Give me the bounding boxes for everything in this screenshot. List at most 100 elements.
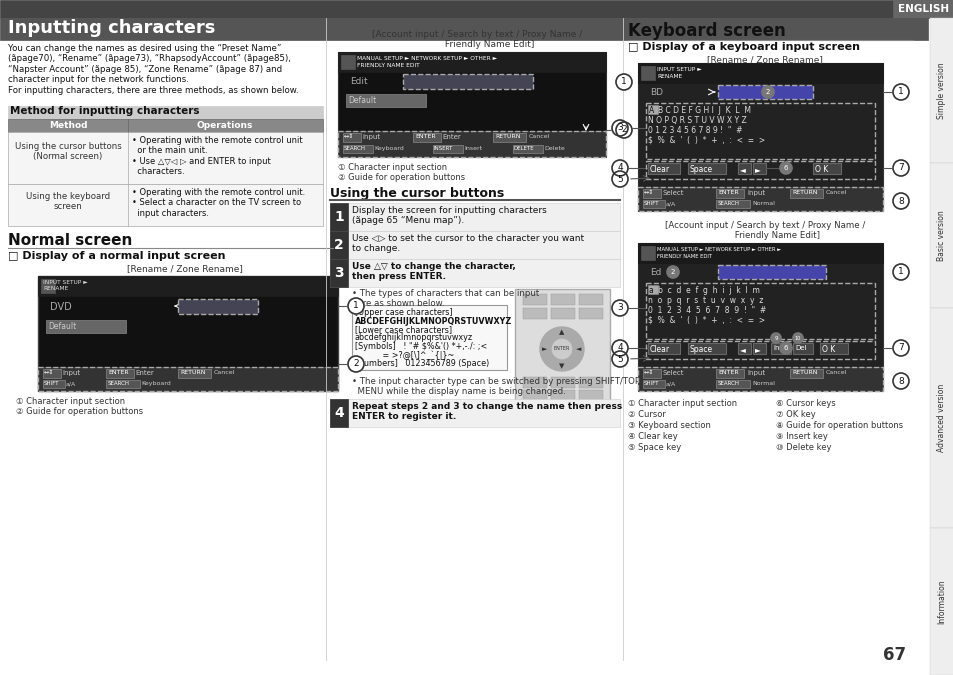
Circle shape xyxy=(616,122,631,138)
Circle shape xyxy=(539,327,583,371)
Text: B C D E F G H I  J  K  L  M: B C D E F G H I J K L M xyxy=(658,106,750,115)
Text: a/A: a/A xyxy=(66,381,76,386)
Bar xyxy=(343,145,373,153)
Text: Using the cursor buttons
(Normal screen): Using the cursor buttons (Normal screen) xyxy=(14,142,121,161)
Bar xyxy=(0,0,953,18)
Text: SEARCH: SEARCH xyxy=(108,381,130,386)
Text: DVD: DVD xyxy=(180,301,201,311)
Bar xyxy=(642,200,664,208)
Text: 6: 6 xyxy=(783,345,787,351)
Bar xyxy=(738,163,750,174)
Bar xyxy=(578,377,602,388)
Text: □ Display of a keyboard input screen: □ Display of a keyboard input screen xyxy=(627,42,859,52)
Text: $  %  &  '  (  )  *  +  ,  :  <  =  >: $ % & ' ( ) * + , : < = > xyxy=(647,316,764,325)
Circle shape xyxy=(780,162,791,174)
Text: □ Display of a normal input screen: □ Display of a normal input screen xyxy=(8,251,225,261)
Text: ③ Keyboard section: ③ Keyboard section xyxy=(627,421,710,430)
Bar xyxy=(687,163,725,174)
Bar xyxy=(352,305,506,370)
Bar xyxy=(578,390,602,401)
Bar xyxy=(716,200,749,208)
Text: Using the cursor buttons: Using the cursor buttons xyxy=(330,187,504,200)
Circle shape xyxy=(612,300,627,316)
Bar xyxy=(522,294,546,305)
Text: O K: O K xyxy=(821,345,835,354)
Bar xyxy=(337,52,605,157)
Text: a/A: a/A xyxy=(665,201,676,206)
Text: Operations: Operations xyxy=(196,121,253,130)
Text: Insert: Insert xyxy=(463,146,481,151)
Bar xyxy=(330,399,619,427)
Text: 4: 4 xyxy=(617,344,622,352)
Text: Default: Default xyxy=(348,96,375,105)
Text: Normal: Normal xyxy=(751,201,774,206)
Text: [Rename / Zone Rename]: [Rename / Zone Rename] xyxy=(127,264,243,273)
Text: BD: BD xyxy=(720,88,733,97)
Bar xyxy=(892,0,953,18)
Bar xyxy=(38,276,337,296)
Bar xyxy=(413,133,440,142)
Bar xyxy=(716,380,749,388)
Text: 2: 2 xyxy=(620,126,626,134)
Bar xyxy=(515,289,609,414)
Text: Select: Select xyxy=(662,190,684,196)
Circle shape xyxy=(612,171,627,187)
Text: Basic version: Basic version xyxy=(937,210,945,261)
Text: Using the keyboard
screen: Using the keyboard screen xyxy=(26,192,110,211)
Circle shape xyxy=(892,264,908,280)
Text: ◄: ◄ xyxy=(740,165,745,174)
Text: ④ Clear key: ④ Clear key xyxy=(627,432,677,441)
Text: ENTER: ENTER xyxy=(415,134,436,139)
Bar xyxy=(640,246,655,260)
Text: ⑥ Cursor keys: ⑥ Cursor keys xyxy=(775,399,835,408)
Bar xyxy=(642,369,660,378)
Bar xyxy=(789,189,822,198)
Circle shape xyxy=(761,86,773,98)
Bar xyxy=(647,163,679,174)
Text: ⑦ OK key: ⑦ OK key xyxy=(775,410,815,419)
Text: ENTER: ENTER xyxy=(718,370,738,375)
Text: 2: 2 xyxy=(670,269,675,275)
Bar xyxy=(343,133,360,142)
Text: SHIFT: SHIFT xyxy=(643,201,659,206)
Text: ENTER: ENTER xyxy=(554,346,570,352)
Bar xyxy=(718,265,825,279)
Text: ► marantz [SR7005]: ► marantz [SR7005] xyxy=(405,76,490,85)
Text: N O P Q R S T U V W X Y Z: N O P Q R S T U V W X Y Z xyxy=(647,116,746,125)
Text: ENTER: ENTER xyxy=(108,370,129,375)
Text: Input: Input xyxy=(746,190,764,196)
Text: • The input character type can be switched by pressing SHIFT/TOP
  MENU while th: • The input character type can be switch… xyxy=(352,377,639,396)
Bar xyxy=(640,66,655,80)
Text: ▲: ▲ xyxy=(558,329,564,335)
Bar xyxy=(41,279,55,293)
Bar xyxy=(330,259,619,287)
Text: Simple version: Simple version xyxy=(937,62,945,119)
Text: a/A: a/A xyxy=(665,381,676,386)
Bar xyxy=(642,380,664,388)
Text: Input: Input xyxy=(62,370,80,376)
Text: ▼: ▼ xyxy=(558,363,564,369)
Text: Enter: Enter xyxy=(135,370,153,376)
Text: 0  1  2  3  4  5  6  7  8  9  !  "  #: 0 1 2 3 4 5 6 7 8 9 ! " # xyxy=(647,306,765,315)
Bar xyxy=(106,380,140,388)
Text: INPUT SETUP ►: INPUT SETUP ► xyxy=(657,67,701,72)
Text: Ins: Ins xyxy=(772,345,782,351)
Bar xyxy=(638,367,882,391)
Text: Keyboard screen: Keyboard screen xyxy=(627,22,785,40)
Bar xyxy=(551,403,575,414)
Text: 5: 5 xyxy=(617,175,622,184)
Text: ② Cursor: ② Cursor xyxy=(627,410,665,419)
Text: marantz [SR7005]: marantz [SR7005] xyxy=(720,268,796,277)
Bar xyxy=(551,308,575,319)
Bar xyxy=(38,276,337,391)
Circle shape xyxy=(892,193,908,209)
Text: 1: 1 xyxy=(897,88,902,97)
Bar xyxy=(106,369,133,378)
Text: Display the screen for inputting characters
(ãpage 65 “Menu map”).: Display the screen for inputting charact… xyxy=(352,206,546,225)
Bar xyxy=(38,367,337,391)
Text: 6: 6 xyxy=(783,165,787,171)
Text: 3: 3 xyxy=(617,304,622,313)
Bar xyxy=(8,119,323,132)
Text: Edit: Edit xyxy=(350,77,367,86)
Bar xyxy=(522,403,546,414)
